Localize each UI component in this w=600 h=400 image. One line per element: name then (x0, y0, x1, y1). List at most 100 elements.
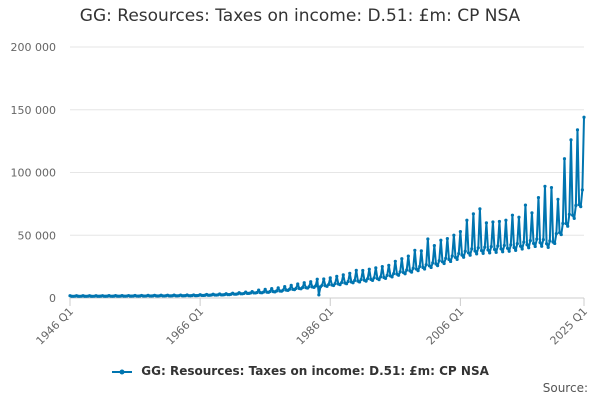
data-point[interactable] (392, 271, 396, 276)
data-point[interactable] (379, 275, 383, 279)
data-point[interactable] (335, 274, 339, 278)
data-point[interactable] (406, 254, 410, 258)
data-point[interactable] (422, 267, 427, 271)
data-point[interactable] (400, 257, 404, 261)
data-point[interactable] (426, 237, 430, 241)
data-point[interactable] (538, 240, 542, 245)
data-point[interactable] (486, 248, 490, 252)
data-point[interactable] (255, 290, 259, 295)
data-point[interactable] (575, 128, 580, 132)
data-point[interactable] (582, 115, 586, 119)
data-point[interactable] (372, 276, 376, 280)
data-point[interactable] (361, 268, 365, 273)
data-point[interactable] (571, 213, 575, 217)
data-point[interactable] (458, 230, 462, 234)
data-point[interactable] (333, 282, 337, 286)
data-point[interactable] (289, 283, 293, 287)
data-point[interactable] (449, 259, 453, 264)
data-point[interactable] (370, 278, 375, 282)
data-point[interactable] (527, 246, 531, 250)
data-point[interactable] (429, 265, 433, 270)
data-point[interactable] (367, 267, 371, 271)
data-point[interactable] (531, 241, 536, 245)
data-point[interactable] (541, 238, 545, 242)
data-point[interactable] (507, 249, 511, 253)
data-point[interactable] (416, 268, 420, 273)
data-point[interactable] (483, 245, 487, 249)
data-point[interactable] (328, 276, 332, 280)
data-point[interactable] (436, 264, 440, 268)
data-point[interactable] (515, 241, 519, 246)
data-point[interactable] (366, 277, 370, 281)
data-point[interactable] (403, 272, 407, 276)
data-point[interactable] (452, 233, 456, 237)
data-point[interactable] (484, 221, 489, 225)
data-point[interactable] (523, 203, 528, 207)
data-point[interactable] (302, 281, 306, 285)
data-point[interactable] (357, 280, 362, 284)
data-point[interactable] (528, 239, 532, 243)
data-point[interactable] (351, 281, 355, 285)
data-point[interactable] (475, 252, 479, 256)
data-point[interactable] (390, 275, 394, 279)
data-point[interactable] (439, 238, 443, 242)
data-point[interactable] (374, 266, 378, 270)
data-point[interactable] (502, 243, 506, 248)
data-point[interactable] (457, 251, 461, 256)
data-point[interactable] (377, 278, 381, 282)
data-point[interactable] (294, 286, 298, 290)
data-point[interactable] (535, 237, 539, 241)
data-point[interactable] (393, 259, 397, 263)
data-point[interactable] (317, 293, 321, 297)
data-point[interactable] (492, 247, 497, 251)
data-point[interactable] (396, 273, 401, 277)
data-point[interactable] (569, 138, 573, 142)
data-point[interactable] (348, 271, 352, 275)
data-point[interactable] (471, 212, 475, 216)
data-point[interactable] (268, 289, 272, 294)
data-point[interactable] (431, 261, 435, 265)
data-point[interactable] (437, 259, 441, 263)
legend[interactable]: GG: Resources: Taxes on income: D.51: £m… (0, 364, 600, 378)
data-point[interactable] (466, 251, 471, 255)
data-point[interactable] (561, 221, 565, 226)
data-point[interactable] (525, 243, 529, 247)
data-point[interactable] (444, 256, 448, 260)
data-point[interactable] (309, 280, 313, 284)
data-point[interactable] (283, 284, 287, 289)
data-point[interactable] (353, 278, 357, 283)
data-point[interactable] (465, 218, 469, 222)
data-point[interactable] (344, 282, 349, 286)
data-point[interactable] (346, 279, 350, 284)
data-point[interactable] (398, 270, 402, 274)
data-point[interactable] (567, 212, 571, 216)
data-point[interactable] (518, 244, 523, 248)
data-point[interactable] (546, 245, 550, 249)
data-point[interactable] (476, 246, 480, 250)
data-point[interactable] (504, 218, 508, 222)
data-point[interactable] (499, 247, 503, 251)
data-point[interactable] (364, 279, 368, 283)
data-point[interactable] (491, 220, 495, 224)
data-point[interactable] (354, 268, 358, 272)
data-point[interactable] (411, 266, 415, 270)
data-point[interactable] (470, 247, 474, 251)
data-point[interactable] (481, 251, 485, 255)
data-point[interactable] (261, 290, 266, 294)
data-point[interactable] (549, 185, 554, 190)
data-point[interactable] (536, 196, 541, 200)
data-point[interactable] (314, 284, 318, 288)
data-point[interactable] (572, 216, 576, 220)
data-point[interactable] (460, 253, 464, 257)
data-point[interactable] (413, 248, 417, 252)
data-point[interactable] (424, 263, 428, 267)
data-point[interactable] (580, 188, 584, 192)
data-point[interactable] (450, 254, 454, 258)
data-point[interactable] (359, 277, 363, 282)
data-point[interactable] (270, 287, 274, 291)
data-point[interactable] (340, 280, 344, 285)
data-point[interactable] (496, 244, 500, 248)
data-point[interactable] (387, 263, 391, 267)
data-point[interactable] (579, 205, 583, 209)
data-point[interactable] (489, 245, 493, 249)
